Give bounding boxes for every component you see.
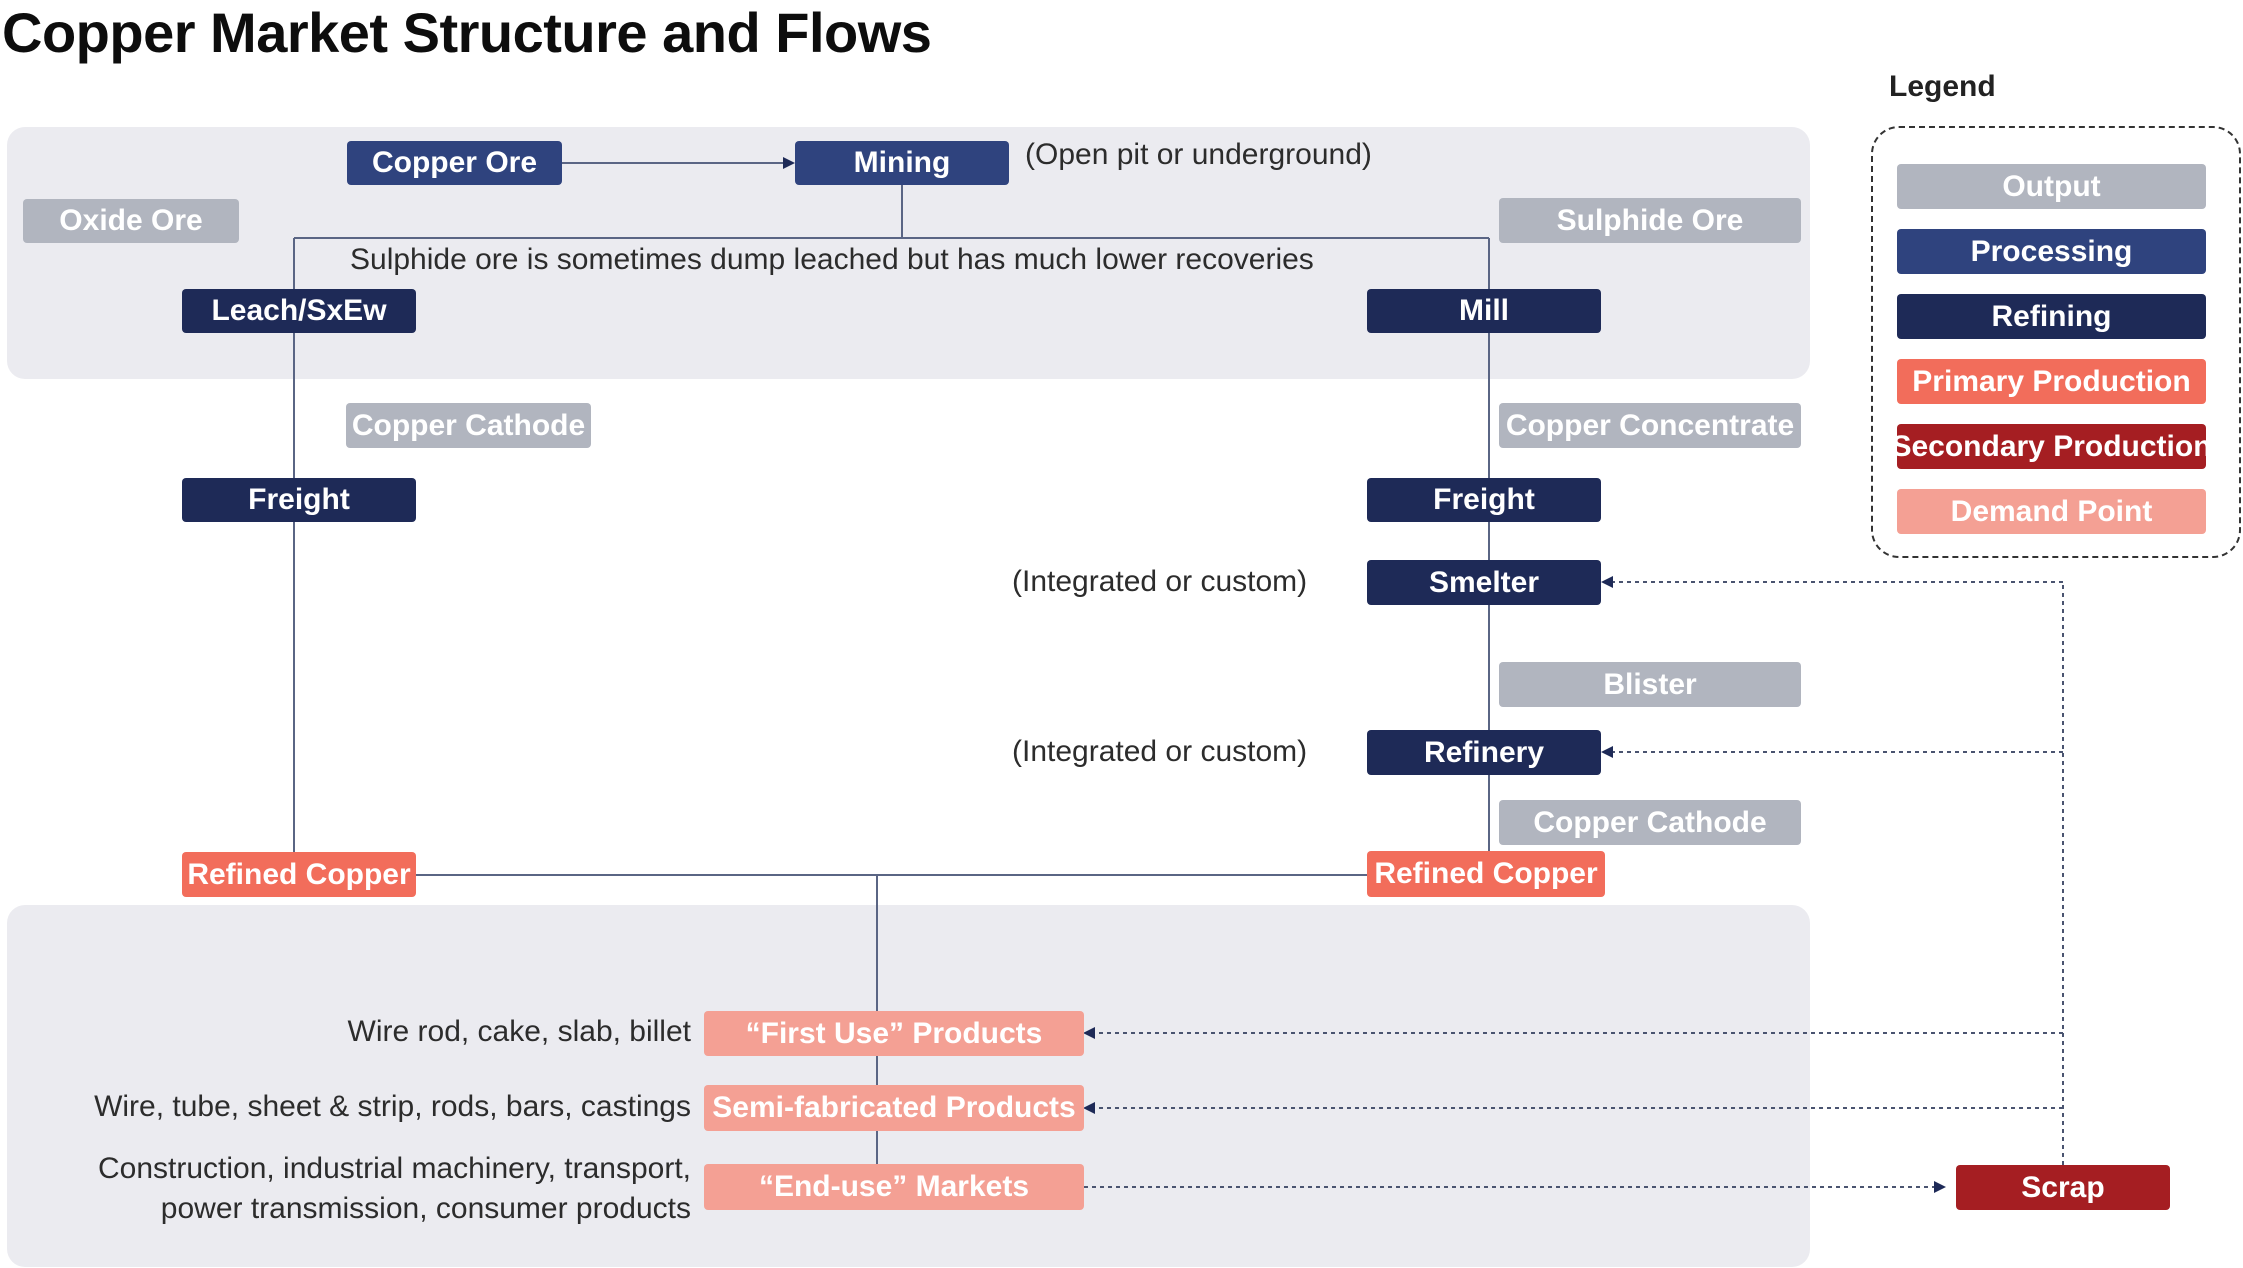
note-mining: (Open pit or underground) — [1025, 138, 1372, 171]
note-end-use-line-1: Construction, industrial machinery, tran… — [97, 1152, 691, 1185]
legend-item-primary-production: Primary Production — [1897, 359, 2206, 404]
node-copper-concentrate: Copper Concentrate — [1499, 403, 1801, 448]
node-copper-cathode-left: Copper Cathode — [346, 403, 591, 448]
legend-item-output: Output — [1897, 164, 2206, 209]
node-first-use-products: “First Use” Products — [704, 1011, 1084, 1056]
node-mill: Mill — [1367, 289, 1601, 333]
page-title: Copper Market Structure and Flows — [2, 1, 932, 64]
legend-item-demand-point: Demand Point — [1897, 489, 2206, 534]
node-freight-left: Freight — [182, 478, 416, 522]
node-refined-copper-right: Refined Copper — [1367, 851, 1605, 897]
node-copper-ore: Copper Ore — [347, 141, 562, 185]
node-copper-cathode-right: Copper Cathode — [1499, 800, 1801, 845]
legend-item-secondary-production: Secondary Production — [1891, 424, 2212, 469]
note-semi-fab: Wire, tube, sheet & strip, rods, bars, c… — [94, 1090, 691, 1123]
node-refined-copper-left: Refined Copper — [182, 852, 416, 897]
note-end-use-line-2: power transmission, consumer products — [160, 1192, 691, 1225]
node-sulphide-ore: Sulphide Ore — [1499, 198, 1801, 243]
legend-item-processing: Processing — [1897, 229, 2206, 274]
node-freight-right: Freight — [1367, 478, 1601, 522]
legend-item-refining: Refining — [1897, 294, 2206, 339]
node-scrap: Scrap — [1956, 1165, 2170, 1210]
node-mining: Mining — [795, 141, 1009, 185]
note-first-use: Wire rod, cake, slab, billet — [347, 1015, 691, 1048]
node-refinery: Refinery — [1367, 730, 1601, 775]
legend-frame — [1871, 126, 2241, 558]
legend-title: Legend — [1889, 70, 1996, 103]
node-smelter: Smelter — [1367, 560, 1601, 605]
note-smelter: (Integrated or custom) — [1012, 565, 1308, 598]
node-end-use-markets: “End-use” Markets — [704, 1164, 1084, 1210]
note-sulphide: Sulphide ore is sometimes dump leached b… — [350, 243, 1314, 276]
node-blister: Blister — [1499, 662, 1801, 707]
node-semi-fabricated-products: Semi-fabricated Products — [704, 1085, 1084, 1131]
node-oxide-ore: Oxide Ore — [23, 199, 239, 243]
note-refinery: (Integrated or custom) — [1012, 735, 1308, 768]
node-leach-sxew: Leach/SxEw — [182, 289, 416, 333]
